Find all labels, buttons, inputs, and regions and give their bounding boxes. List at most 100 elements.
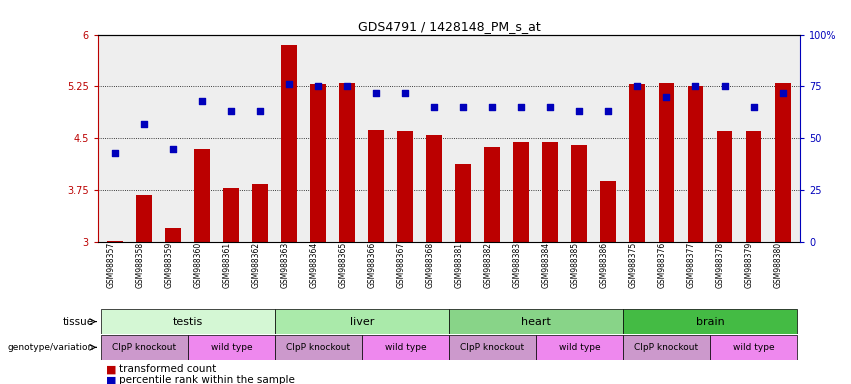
Point — [717, 83, 731, 89]
Bar — [136, 195, 152, 242]
Text: GSM988362: GSM988362 — [251, 242, 260, 288]
Text: GSM988379: GSM988379 — [745, 242, 753, 288]
Point — [486, 104, 500, 110]
Text: liver: liver — [350, 316, 374, 327]
Text: ClpP knockout: ClpP knockout — [112, 343, 176, 352]
Text: tissue: tissue — [62, 316, 94, 327]
Text: ■: ■ — [106, 364, 117, 374]
Bar — [100, 309, 275, 334]
Bar — [223, 188, 239, 242]
Point — [138, 121, 151, 127]
Text: GSM988366: GSM988366 — [368, 242, 376, 288]
Bar — [623, 309, 797, 334]
Text: ClpP knockout: ClpP knockout — [286, 343, 351, 352]
Text: GSM988365: GSM988365 — [339, 242, 347, 288]
Text: brain: brain — [695, 316, 724, 327]
Bar — [107, 240, 123, 242]
Point — [515, 104, 528, 110]
Bar — [340, 83, 356, 242]
Point — [283, 81, 296, 88]
Text: heart: heart — [521, 316, 551, 327]
Point — [254, 108, 267, 114]
Bar — [368, 130, 385, 242]
Bar — [774, 83, 791, 242]
Point — [776, 89, 790, 96]
Bar — [745, 131, 762, 242]
Bar — [601, 181, 616, 242]
Bar — [542, 142, 558, 242]
Text: GSM988382: GSM988382 — [483, 242, 493, 288]
Text: GSM988375: GSM988375 — [629, 242, 637, 288]
Text: wild type: wild type — [733, 343, 774, 352]
Text: wild type: wild type — [558, 343, 600, 352]
Bar — [194, 149, 210, 242]
Text: transformed count: transformed count — [119, 364, 216, 374]
Point — [660, 94, 673, 100]
Bar — [572, 145, 587, 242]
Point — [340, 83, 354, 89]
Point — [427, 104, 441, 110]
Title: GDS4791 / 1428148_PM_s_at: GDS4791 / 1428148_PM_s_at — [357, 20, 540, 33]
Point — [746, 104, 760, 110]
Bar — [275, 335, 362, 360]
Text: GSM988368: GSM988368 — [426, 242, 434, 288]
Point — [108, 150, 122, 156]
Text: GSM988386: GSM988386 — [599, 242, 608, 288]
Text: GSM988384: GSM988384 — [541, 242, 551, 288]
Text: ■: ■ — [106, 375, 117, 384]
Bar — [275, 309, 448, 334]
Bar — [513, 142, 529, 242]
Text: ClpP knockout: ClpP knockout — [460, 343, 524, 352]
Bar — [100, 335, 188, 360]
Point — [196, 98, 209, 104]
Text: GSM988377: GSM988377 — [687, 242, 695, 288]
Text: GSM988367: GSM988367 — [397, 242, 405, 288]
Bar — [188, 335, 275, 360]
Bar — [536, 335, 623, 360]
Text: ClpP knockout: ClpP knockout — [635, 343, 699, 352]
Point — [398, 89, 412, 96]
Text: GSM988364: GSM988364 — [310, 242, 318, 288]
Bar — [426, 135, 443, 242]
Bar — [659, 83, 675, 242]
Bar — [717, 131, 733, 242]
Bar — [362, 335, 448, 360]
Point — [167, 146, 180, 152]
Bar — [630, 84, 645, 242]
Text: testis: testis — [173, 316, 203, 327]
Bar — [448, 309, 623, 334]
Text: GSM988363: GSM988363 — [280, 242, 289, 288]
Text: genotype/variation: genotype/variation — [8, 343, 94, 352]
Text: percentile rank within the sample: percentile rank within the sample — [119, 375, 295, 384]
Text: GSM988361: GSM988361 — [222, 242, 231, 288]
Point — [573, 108, 586, 114]
Point — [225, 108, 238, 114]
Text: GSM988359: GSM988359 — [164, 242, 174, 288]
Text: GSM988383: GSM988383 — [512, 242, 522, 288]
Point — [544, 104, 557, 110]
Point — [369, 89, 383, 96]
Text: GSM988360: GSM988360 — [193, 242, 203, 288]
Text: GSM988357: GSM988357 — [106, 242, 115, 288]
Text: GSM988378: GSM988378 — [716, 242, 724, 288]
Point — [311, 83, 325, 89]
Bar — [688, 86, 704, 242]
Bar — [448, 335, 536, 360]
Bar — [623, 335, 710, 360]
Bar — [282, 45, 297, 242]
Text: GSM988385: GSM988385 — [570, 242, 580, 288]
Bar — [484, 147, 500, 242]
Point — [688, 83, 702, 89]
Bar — [165, 228, 181, 242]
Bar — [253, 184, 268, 242]
Text: GSM988380: GSM988380 — [774, 242, 783, 288]
Text: wild type: wild type — [385, 343, 426, 352]
Text: wild type: wild type — [210, 343, 252, 352]
Bar — [455, 164, 471, 242]
Text: GSM988381: GSM988381 — [454, 242, 464, 288]
Point — [457, 104, 471, 110]
Bar — [710, 335, 797, 360]
Text: GSM988358: GSM988358 — [135, 242, 145, 288]
Bar — [311, 84, 326, 242]
Bar — [397, 131, 414, 242]
